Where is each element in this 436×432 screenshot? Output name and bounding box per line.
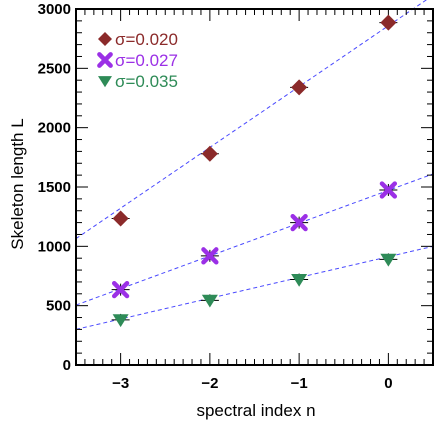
legend-label-3: σ=0.035 (115, 72, 178, 91)
y-tick-label: 2000 (38, 120, 71, 137)
data-point-series-2 (201, 247, 219, 265)
data-point-series-3 (380, 253, 397, 267)
y-axis-title: Skeleton length L (8, 118, 27, 249)
data-point-series-2 (379, 181, 398, 199)
y-tick-label: 2500 (38, 60, 71, 77)
x-tick-label: −1 (291, 375, 308, 392)
data-point-series-3 (291, 273, 308, 287)
fit-line-3 (75, 245, 434, 330)
legend-marker-2 (97, 52, 113, 68)
data-point-series-3 (201, 294, 218, 308)
y-tick-label: 0 (63, 357, 71, 374)
y-tick-label: 500 (46, 298, 71, 315)
data-point-series-1 (201, 145, 218, 162)
legend-marker-3 (98, 76, 112, 88)
y-tick-label: 1000 (38, 238, 71, 255)
data-point-series-1 (291, 79, 308, 96)
y-tick-label: 1500 (38, 179, 71, 196)
x-axis-title: spectral index n (196, 401, 315, 420)
data-point-series-2 (111, 280, 130, 299)
fit-line-1 (75, 0, 428, 240)
y-tick-label: 3000 (38, 1, 71, 18)
plot-area: −3 −2 −1 0 0 500 1000 1500 2000 2500 3000 σ=0.020 σ=… (38, 0, 434, 392)
legend-label-1: σ=0.020 (115, 30, 178, 49)
data-point-series-1 (112, 210, 129, 227)
data-point-series-2 (290, 213, 308, 232)
fit-line-2 (75, 173, 434, 306)
data-point-series-3 (112, 314, 129, 328)
legend-label-2: σ=0.027 (115, 51, 178, 70)
data-point-series-1 (380, 14, 397, 31)
legend-marker-1 (98, 32, 112, 46)
x-tick-label: 0 (384, 375, 392, 392)
x-tick-label: −3 (112, 375, 129, 392)
x-tick-label: −2 (201, 375, 218, 392)
